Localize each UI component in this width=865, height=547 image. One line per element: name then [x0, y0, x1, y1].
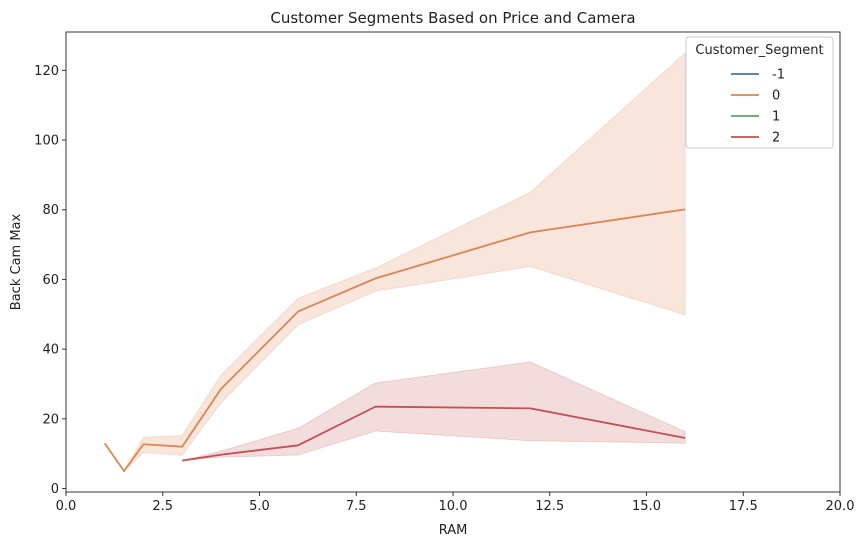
y-tick-label: 80: [42, 203, 59, 218]
x-tick-label: 0.0: [56, 499, 77, 514]
x-tick-label: 17.5: [729, 499, 758, 514]
confidence-bands: [104, 51, 686, 473]
series-lines: [103, 208, 686, 472]
y-tick-label: 20: [42, 412, 59, 427]
y-axis-label: Back Cam Max: [9, 213, 24, 310]
x-axis-label: RAM: [439, 523, 468, 538]
legend-title: Customer_Segment: [695, 43, 823, 58]
series-line-2: [181, 405, 686, 462]
legend: Customer_Segment -1 0 1 2: [685, 36, 834, 149]
x-tick-label: 15.0: [632, 499, 661, 514]
legend-entry-2: 2: [772, 131, 780, 146]
confidence-band-0: [104, 51, 686, 473]
x-tick-label: 10.0: [439, 499, 468, 514]
legend-box: [685, 36, 834, 149]
y-tick-label: 40: [42, 343, 59, 358]
chart-title: Customer Segments Based on Price and Cam…: [270, 9, 635, 27]
axes: 0.0 2.5 5.0 7.5 10.0 12.5 15.0 17.5 20.002040608…: [34, 31, 855, 514]
legend-entry-0: 0: [772, 89, 780, 104]
y-tick-label: 0: [51, 482, 59, 497]
x-tick-label: 12.5: [535, 499, 564, 514]
x-tick-label: 5.0: [249, 499, 270, 514]
y-tick-label: 120: [34, 64, 59, 79]
legend-entry--1: -1: [772, 68, 785, 83]
x-tick-label: 7.5: [346, 499, 367, 514]
y-tick-label: 60: [42, 273, 59, 288]
legend-entry-1: 1: [772, 110, 780, 125]
x-tick-label: 20.0: [826, 499, 855, 514]
series-line-0: [103, 208, 686, 472]
x-tick-label: 2.5: [152, 499, 173, 514]
y-tick-label: 100: [34, 134, 59, 149]
confidence-band-2: [181, 361, 686, 462]
